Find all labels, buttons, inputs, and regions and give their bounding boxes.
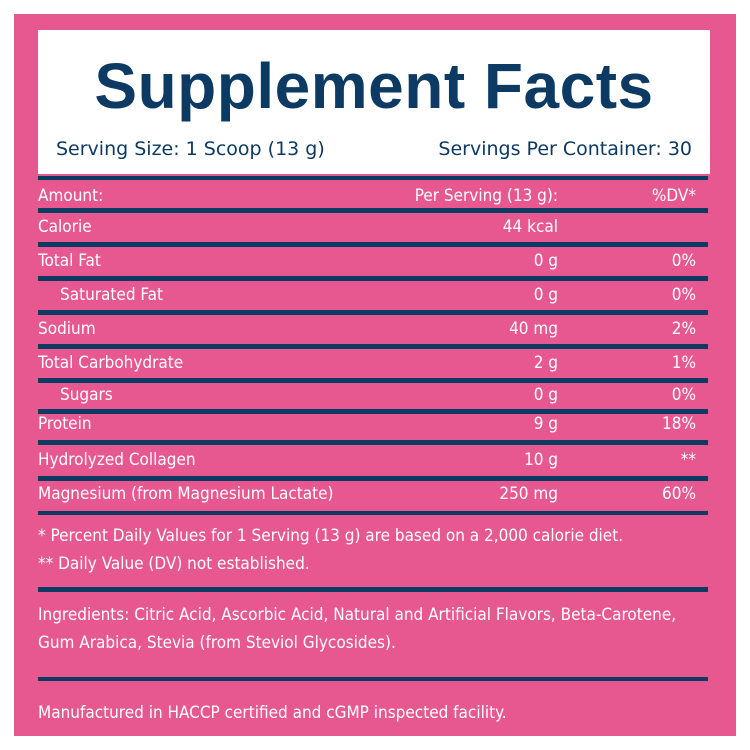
nutrient-dv: ** [680,450,696,470]
nutrient-amount: 0 g [533,251,558,271]
table-row: Hydrolyzed Collagen 10 g ** [38,446,708,474]
ingredients: Ingredients: Citric Acid, Ascorbic Acid,… [38,605,677,653]
nutrient-dv: 1% [671,353,696,373]
divider [38,242,708,247]
nutrient-dv: 0% [671,285,696,305]
nutrient-amount: 44 kcal [502,217,558,237]
header-amount-label: Amount: [38,186,104,206]
nutrient-amount: 0 g [533,285,558,305]
table-header: Amount: Per Serving (13 g): %DV* [38,182,708,210]
divider [38,208,708,213]
divider [38,409,708,414]
nutrient-name: Protein [38,414,92,434]
header-dv-label: %DV* [651,186,696,206]
nutrient-name: Saturated Fat [60,285,164,305]
nutrient-name: Hydrolyzed Collagen [38,450,196,470]
serving-size: Serving Size: 1 Scoop (13 g) [56,138,325,160]
nutrient-dv: 18% [662,414,696,434]
nutrient-name: Sugars [60,385,113,405]
nutrient-name: Calorie [38,217,92,237]
divider [38,511,708,515]
footnotes: * Percent Daily Values for 1 Serving (13… [38,522,708,578]
table-row: Saturated Fat 0 g 0% [38,281,708,309]
nutrient-amount: 40 mg [509,319,558,339]
nutrient-dv: 60% [662,484,696,504]
servings-per-container: Servings Per Container: 30 [438,138,692,160]
divider [38,440,708,445]
footnote-not-established: ** Daily Value (DV) not established. [38,554,310,574]
page-title: Supplement Facts [94,50,654,122]
divider [38,476,708,481]
header-per-serving-label: Per Serving (13 g): [414,186,558,206]
divider [38,378,708,383]
nutrient-name: Magnesium (from Magnesium Lactate) [38,484,334,504]
nutrient-dv: 2% [671,319,696,339]
table-row: Magnesium (from Magnesium Lactate) 250 m… [38,480,708,508]
table-row: Total Fat 0 g 0% [38,247,708,275]
table-row: Sugars 0 g 0% [38,381,708,409]
nutrient-amount: 2 g [533,353,558,373]
table-row: Sodium 40 mg 2% [38,315,708,343]
nutrient-amount: 0 g [533,385,558,405]
table-row: Calorie 44 kcal [38,213,708,241]
divider [38,176,708,180]
nutrient-amount: 10 g [523,450,558,470]
nutrient-name: Total Carbohydrate [38,353,184,373]
nutrient-amount: 9 g [533,414,558,434]
nutrient-amount: 250 mg [499,484,558,504]
table-row: Protein 9 g 18% [38,410,708,438]
table-row: Total Carbohydrate 2 g 1% [38,349,708,377]
nutrient-dv: 0% [671,251,696,271]
nutrient-name: Total Fat [38,251,101,271]
divider [38,344,708,349]
manufacturing-statement: Manufactured in HACCP certified and cGMP… [38,703,507,723]
divider [38,310,708,315]
divider [38,276,708,281]
footnote-dv: * Percent Daily Values for 1 Serving (13… [38,526,624,546]
divider [38,587,708,592]
title-box: Supplement Facts Serving Size: 1 Scoop (… [38,30,710,174]
nutrient-name: Sodium [38,319,96,339]
nutrient-dv: 0% [671,385,696,405]
divider [38,677,708,681]
